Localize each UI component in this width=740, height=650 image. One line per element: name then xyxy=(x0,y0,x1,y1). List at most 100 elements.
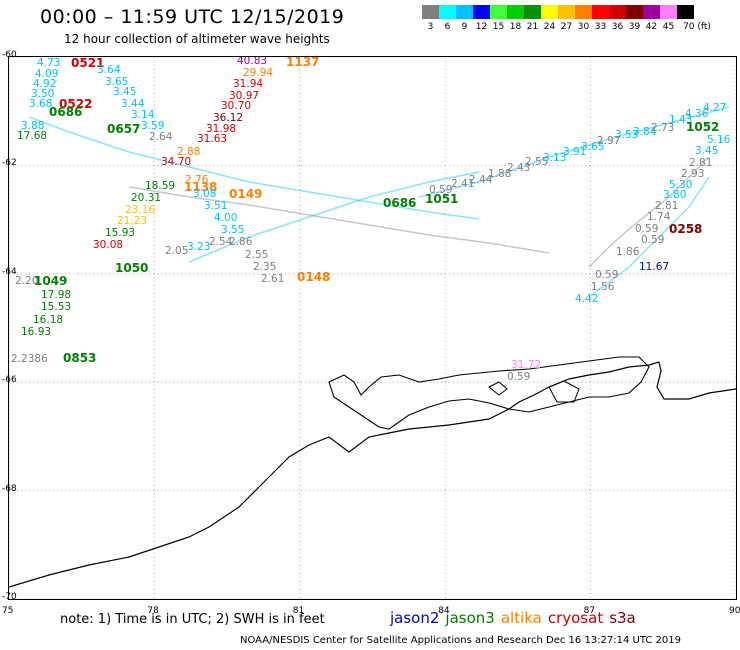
wave-height-labels: 0521 113740.8329.9431.9430.9730.7036.1231… xyxy=(11,57,731,383)
wave-height-label: 2.43 xyxy=(507,162,530,174)
wave-height-label: 18.59 xyxy=(145,180,175,192)
scale-label: 9 xyxy=(461,22,468,32)
credit-line: NOAA/NESDIS Center for Satellite Applica… xyxy=(240,635,682,646)
scale-label: 30 xyxy=(577,22,590,32)
wave-height-label: 30.97 xyxy=(229,90,259,102)
scale-label: 27 xyxy=(560,22,573,32)
scale-label: 3 xyxy=(427,22,434,32)
scale-swatch xyxy=(575,5,592,19)
page-subtitle: 12 hour collection of altimeter wave hei… xyxy=(64,32,330,46)
wave-height-label: 31.98 xyxy=(206,123,236,135)
wave-height-label: 30.08 xyxy=(93,239,123,251)
wave-height-label: 4.42 xyxy=(575,293,598,305)
wave-height-label: 3.65 xyxy=(581,141,604,153)
wave-height-label: 15.93 xyxy=(105,227,135,239)
wave-height-label: 2.05 xyxy=(165,245,188,257)
wave-height-label: 3.51 xyxy=(204,200,227,212)
scale-swatch xyxy=(541,5,558,19)
wave-height-label: 2.35 xyxy=(253,261,276,273)
scale-swatch xyxy=(524,5,541,19)
wave-height-label: 4.27 xyxy=(703,102,726,114)
wave-height-label: 5.16 xyxy=(707,134,731,146)
satellite-tracks xyxy=(28,106,730,298)
wave-height-label: 15.53 xyxy=(41,301,71,313)
longitude-label: 81 xyxy=(292,606,305,616)
page-title: 00:00 – 11:59 UTC 12/15/2019 xyxy=(40,6,345,28)
wave-height-label: 2.81 xyxy=(689,157,712,169)
wave-height-label: 30.70 xyxy=(221,100,251,112)
wave-height-label: 3.80 xyxy=(663,189,686,201)
pass-time-label: 1138 xyxy=(184,180,217,194)
wave-height-label: 3.64 xyxy=(97,64,121,76)
antarctic-coastline xyxy=(9,361,736,588)
scale-label: 15 xyxy=(492,22,505,32)
track-line xyxy=(188,171,480,263)
scale-swatch xyxy=(422,5,439,19)
island-outline-small xyxy=(488,381,508,396)
wave-height-label: 1.74 xyxy=(647,211,671,223)
pass-time-label: 1052 xyxy=(686,120,719,134)
scale-swatch xyxy=(507,5,524,19)
wave-height-label: 4.36 xyxy=(685,108,709,120)
track-line xyxy=(128,186,550,254)
wave-height-label: 36.12 xyxy=(213,112,243,124)
latitude-label: -70 xyxy=(2,592,17,602)
wave-height-label: 21.23 xyxy=(117,215,147,227)
wave-height-label: 0.59 xyxy=(595,269,618,281)
scale-swatch xyxy=(456,5,473,19)
wave-height-label: 2.81 xyxy=(655,200,678,212)
wave-height-label: 2.73 xyxy=(651,122,674,134)
wave-height-label: 3.08 xyxy=(193,188,216,200)
wave-height-label: 16.93 xyxy=(21,326,51,338)
ice-shelf-outline xyxy=(328,356,650,430)
wave-height-label: 17.68 xyxy=(17,130,47,142)
scale-label: 45 xyxy=(662,22,675,32)
longitude-label: 90 xyxy=(729,606,740,616)
scale-label: 21 xyxy=(526,22,539,32)
track-line xyxy=(28,116,480,220)
pass-time-label: 1049 xyxy=(34,274,67,288)
scale-swatch xyxy=(626,5,643,19)
wave-height-label: 3.23 xyxy=(187,241,210,253)
wave-height-label: 3.45 xyxy=(113,86,136,98)
track-line xyxy=(588,176,710,298)
pass-time-label: 1137 xyxy=(286,57,319,69)
track-line xyxy=(588,156,710,268)
wave-height-label: 2.97 xyxy=(597,135,620,147)
footnote: note: 1) Time is in UTC; 2) SWH is in fe… xyxy=(60,612,325,627)
wave-height-label: 0.59 xyxy=(635,223,658,235)
wave-height-label: 4.73 xyxy=(37,57,60,69)
color-scale xyxy=(422,5,694,19)
longitude-label: 84 xyxy=(438,606,450,616)
wave-height-label: 4.00 xyxy=(214,212,237,224)
scale-label: 36 xyxy=(611,22,624,32)
wave-height-label: 16.18 xyxy=(33,314,63,326)
wave-height-label: 2.41 xyxy=(451,178,474,190)
wave-height-label: 2.2386 xyxy=(11,353,48,365)
wave-height-label: 3.50 xyxy=(31,88,54,100)
wave-height-label: 3.84 xyxy=(633,126,657,138)
latitude-label: -66 xyxy=(2,375,17,386)
scale-swatch xyxy=(439,5,456,19)
wave-height-label: 1.86 xyxy=(616,246,640,258)
wave-height-label: 2.88 xyxy=(177,146,200,158)
wave-height-label: 2.44 xyxy=(469,174,493,186)
longitude-label: 87 xyxy=(583,606,596,616)
wave-height-label: 3.65 xyxy=(105,76,128,88)
pass-time-label: 0148 xyxy=(297,270,330,284)
scale-swatch xyxy=(677,5,694,19)
wave-height-label: 3.59 xyxy=(141,120,164,132)
scale-label: 24 xyxy=(543,22,556,32)
wave-height-label: 2.76 xyxy=(185,174,209,186)
wave-height-label: 1.43 xyxy=(669,114,692,126)
map-frame: 0521 1137 40.83 29.94 31.94 30.97 30.70 36.12 31… xyxy=(8,56,737,600)
wave-height-label: 3.55 xyxy=(221,224,244,236)
scale-label: 6 xyxy=(444,22,451,32)
pass-time-label: 0686 xyxy=(383,196,416,210)
scale-label: 33 xyxy=(594,22,607,32)
scale-swatch xyxy=(473,5,490,19)
wave-height-label: 29.94 xyxy=(243,67,273,79)
wave-height-label: 0.59 xyxy=(641,234,664,246)
wave-height-label: 3.13 xyxy=(543,152,566,164)
pass-time-label: 1050 xyxy=(115,261,148,275)
